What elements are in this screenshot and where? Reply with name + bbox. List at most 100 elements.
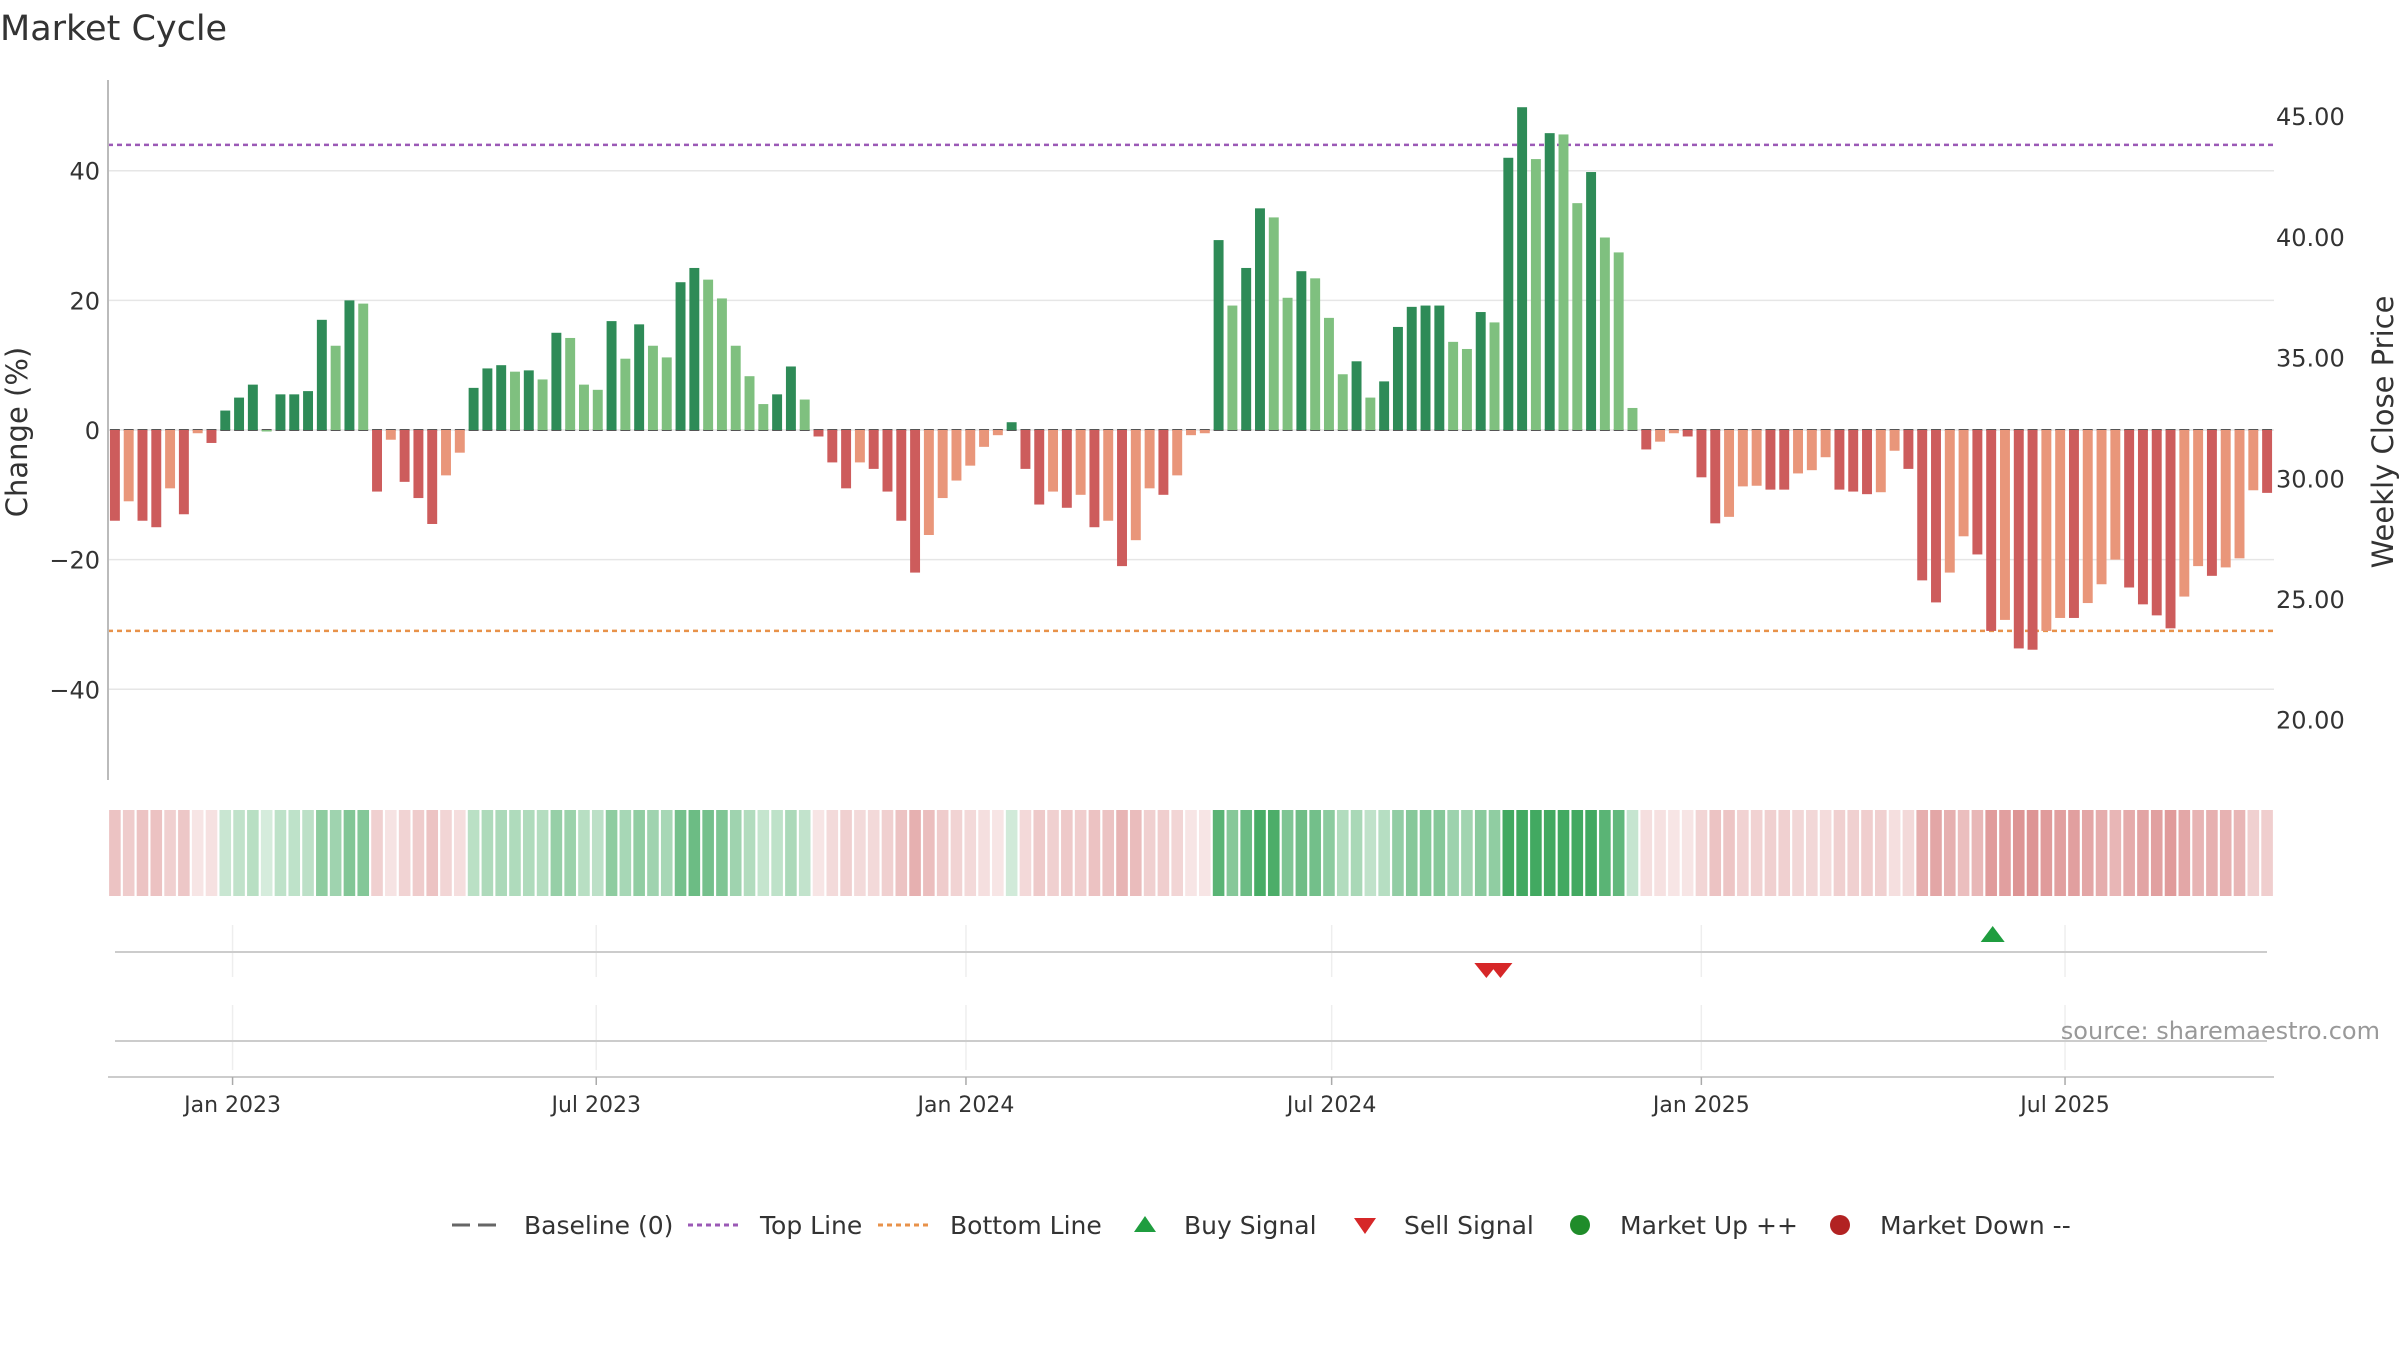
bar (1268, 217, 1279, 430)
bar (744, 376, 755, 430)
y-right-tick-label: 20.00 (2276, 707, 2345, 735)
heat-cell (591, 810, 604, 896)
bar (427, 430, 438, 524)
heat-cell (302, 810, 314, 896)
bar (1889, 430, 1900, 451)
bar (510, 371, 520, 430)
bar (2151, 430, 2162, 616)
bar (2068, 430, 2079, 618)
heat-cell (2219, 810, 2232, 896)
heat-cell (164, 810, 176, 896)
heat-cell (536, 810, 549, 896)
bar (1186, 430, 1196, 436)
bar (979, 430, 990, 447)
bar (868, 430, 879, 469)
legend-label: Market Up ++ (1620, 1211, 1798, 1240)
bar (2096, 430, 2107, 585)
x-tick-label: Jan 2024 (916, 1093, 1015, 1118)
bar (1379, 381, 1390, 430)
bar (1806, 430, 1817, 471)
bar (1089, 430, 1100, 528)
bar (1296, 271, 1307, 430)
heat-cell (950, 810, 963, 896)
heat-cell (2178, 810, 2191, 896)
heat-cell (1461, 810, 1473, 896)
heat-cell (1764, 810, 1777, 896)
bar (2055, 430, 2066, 618)
bar (482, 368, 493, 430)
heat-cell (1640, 810, 1653, 896)
legend-item: Baseline (0) (452, 1211, 673, 1240)
bar (289, 394, 300, 430)
heat-cell (1447, 810, 1459, 896)
heat-cell (1681, 810, 1694, 896)
legend-buy-marker (1134, 1216, 1156, 1232)
bar (620, 358, 631, 430)
bar (441, 430, 451, 476)
heat-cell (316, 810, 328, 896)
heat-cell (785, 810, 797, 896)
heat-cell (274, 810, 287, 896)
heat-cell (812, 810, 825, 896)
bar (2027, 430, 2038, 650)
heat-cell (688, 810, 701, 896)
heat-cell (2068, 810, 2080, 896)
y-axis-right-title: Weekly Close Price (2366, 296, 2400, 569)
heat-cell (2040, 810, 2053, 896)
bar (1075, 430, 1086, 495)
bar (1103, 430, 1114, 521)
legend-label: Market Down -- (1880, 1211, 2071, 1240)
y-axis-left-title: Change (%) (0, 347, 34, 517)
heat-cell (1171, 810, 1183, 896)
heat-cell (1157, 810, 1170, 896)
bar (1696, 430, 1707, 478)
heat-cell (522, 810, 535, 896)
heat-cell (729, 810, 742, 896)
heat-cell (2123, 810, 2135, 896)
bar (1282, 297, 1293, 430)
heat-cell (2247, 810, 2260, 896)
bar (1213, 240, 1224, 430)
heat-cell (605, 810, 618, 896)
bar (2262, 430, 2273, 493)
heat-cell (1033, 810, 1046, 896)
heat-cell (2012, 810, 2025, 896)
heat-cell (564, 810, 576, 896)
signal-panel (115, 926, 2267, 1042)
y-right-tick-label: 35.00 (2276, 345, 2345, 373)
bar (1613, 252, 1624, 430)
bar (841, 430, 852, 489)
heat-cell (1019, 810, 1032, 896)
heat-cell (1861, 810, 1873, 896)
bar (1158, 430, 1169, 495)
legend-circle-marker (1570, 1215, 1590, 1235)
bar (468, 387, 479, 430)
bar (1241, 267, 1252, 430)
heat-cell (219, 810, 232, 896)
y-right-tick-label: 40.00 (2276, 224, 2345, 252)
heat-cell (1005, 810, 1018, 896)
bar (1655, 430, 1666, 442)
bar (2000, 430, 2010, 620)
x-tick-label: Jul 2023 (549, 1093, 641, 1118)
heat-cell (371, 810, 383, 896)
bar (661, 357, 672, 430)
bar (1558, 134, 1569, 430)
heat-cell (1143, 810, 1156, 896)
heat-cell (978, 810, 990, 896)
heat-cell (288, 810, 301, 896)
y-left-tick-label: 20 (69, 287, 100, 315)
heat-cell (1074, 810, 1087, 896)
heat-cell (1185, 810, 1197, 896)
bar (1737, 430, 1748, 487)
heat-cell (454, 810, 466, 896)
bar (716, 298, 727, 430)
heat-cell (343, 810, 356, 896)
heat-cell (1612, 810, 1625, 896)
heat-cell (426, 810, 439, 896)
bar (1765, 430, 1776, 490)
bar (2041, 430, 2052, 631)
bar (1958, 430, 1969, 537)
heat-cell (702, 810, 714, 896)
bar (330, 345, 341, 430)
